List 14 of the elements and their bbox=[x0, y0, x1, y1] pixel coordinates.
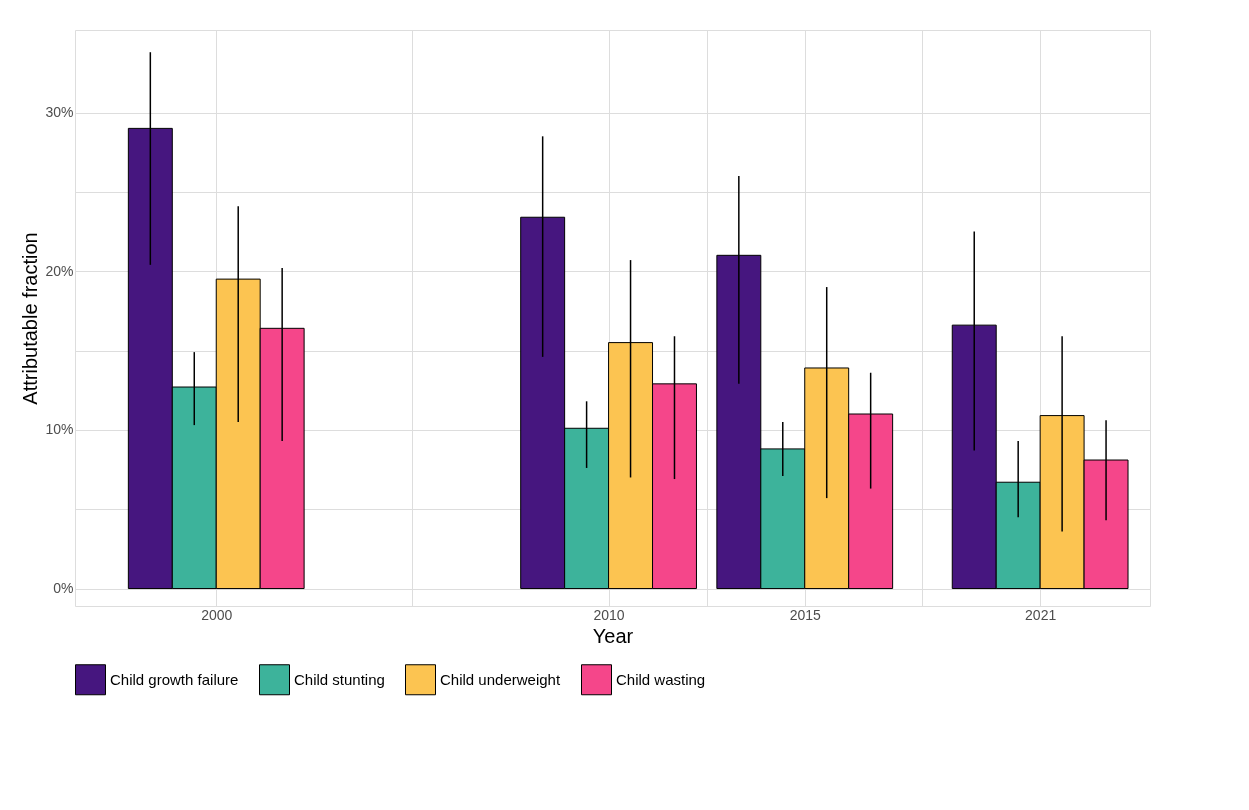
y-axis-title: Attributable fraction bbox=[19, 232, 42, 405]
x-tick-label: 2021 bbox=[1025, 606, 1057, 623]
x-tick-label: 2015 bbox=[789, 606, 822, 623]
legend-label: Child underweight bbox=[440, 670, 561, 688]
x-tick-label: 2010 bbox=[593, 606, 625, 623]
y-tick-label: 30% bbox=[45, 104, 74, 121]
y-tick-label: 0% bbox=[53, 580, 74, 597]
legend-label: Child wasting bbox=[616, 670, 706, 688]
x-axis-title: Year bbox=[592, 624, 634, 647]
legend-label: Child growth failure bbox=[110, 670, 239, 688]
legend-label: Child stunting bbox=[294, 670, 385, 688]
y-tick-label: 10% bbox=[45, 421, 74, 438]
y-tick-label: 20% bbox=[45, 262, 74, 279]
x-tick-label: 2000 bbox=[201, 606, 233, 623]
